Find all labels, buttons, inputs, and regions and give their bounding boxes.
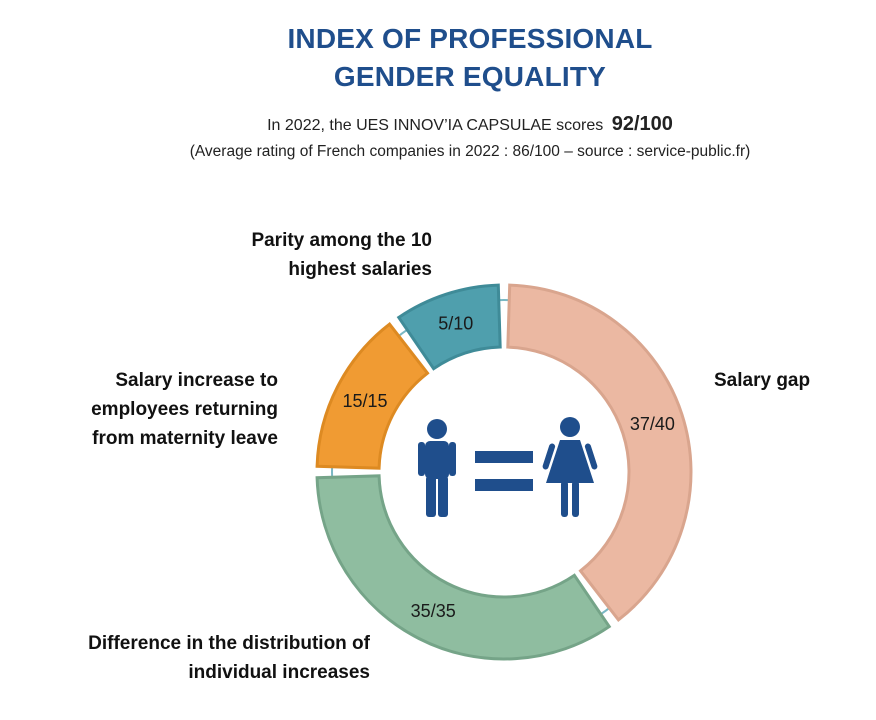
segment-label-maternity: Salary increase to employees returning f… <box>91 366 278 453</box>
donut-segment-0 <box>506 283 693 622</box>
donut-segments <box>315 283 693 661</box>
segment-label-line: Salary increase to <box>115 370 278 391</box>
donut-segment-2 <box>315 322 430 470</box>
segment-label-line: Salary gap <box>714 370 811 391</box>
woman-icon <box>542 417 598 517</box>
man-icon <box>418 419 456 517</box>
segment-label-line: individual increases <box>188 662 370 683</box>
donut-value-labels: 37/40 35/35 15/15 5/10 <box>342 314 674 621</box>
score-prefix: In 2022, the UES INNOV’IA CAPSULAE score… <box>267 117 604 134</box>
equals-icon <box>475 451 533 491</box>
segment-label-line: from maternity leave <box>92 428 278 449</box>
chart-title: INDEX OF PROFESSIONAL GENDER EQUALITY <box>0 20 876 96</box>
title-line-1: INDEX OF PROFESSIONAL <box>287 23 653 54</box>
segment-value-label: 15/15 <box>342 391 387 411</box>
donut-segment-1 <box>315 474 612 661</box>
segment-label-line: highest salaries <box>288 259 432 280</box>
score-line: In 2022, the UES INNOV’IA CAPSULAE score… <box>0 113 876 136</box>
title-line-2: GENDER EQUALITY <box>333 61 607 92</box>
segment-value-label: 35/35 <box>411 601 456 621</box>
segment-label-parity: Parity among the 10 highest salaries <box>251 226 432 284</box>
segment-label-line: employees returning <box>91 399 278 420</box>
score-value: 92/100 <box>611 113 673 135</box>
segment-label-line: Parity among the 10 <box>251 230 432 251</box>
segment-value-label: 37/40 <box>630 414 675 434</box>
segment-value-label: 5/10 <box>438 314 473 334</box>
segment-label-line: Difference in the distribution of <box>88 633 370 654</box>
segment-label-distribution: Difference in the distribution of indivi… <box>88 629 370 687</box>
average-line: (Average rating of French companies in 2… <box>189 143 751 160</box>
segment-label-salary-gap: Salary gap <box>714 366 810 395</box>
donut-segment-3 <box>396 283 502 371</box>
